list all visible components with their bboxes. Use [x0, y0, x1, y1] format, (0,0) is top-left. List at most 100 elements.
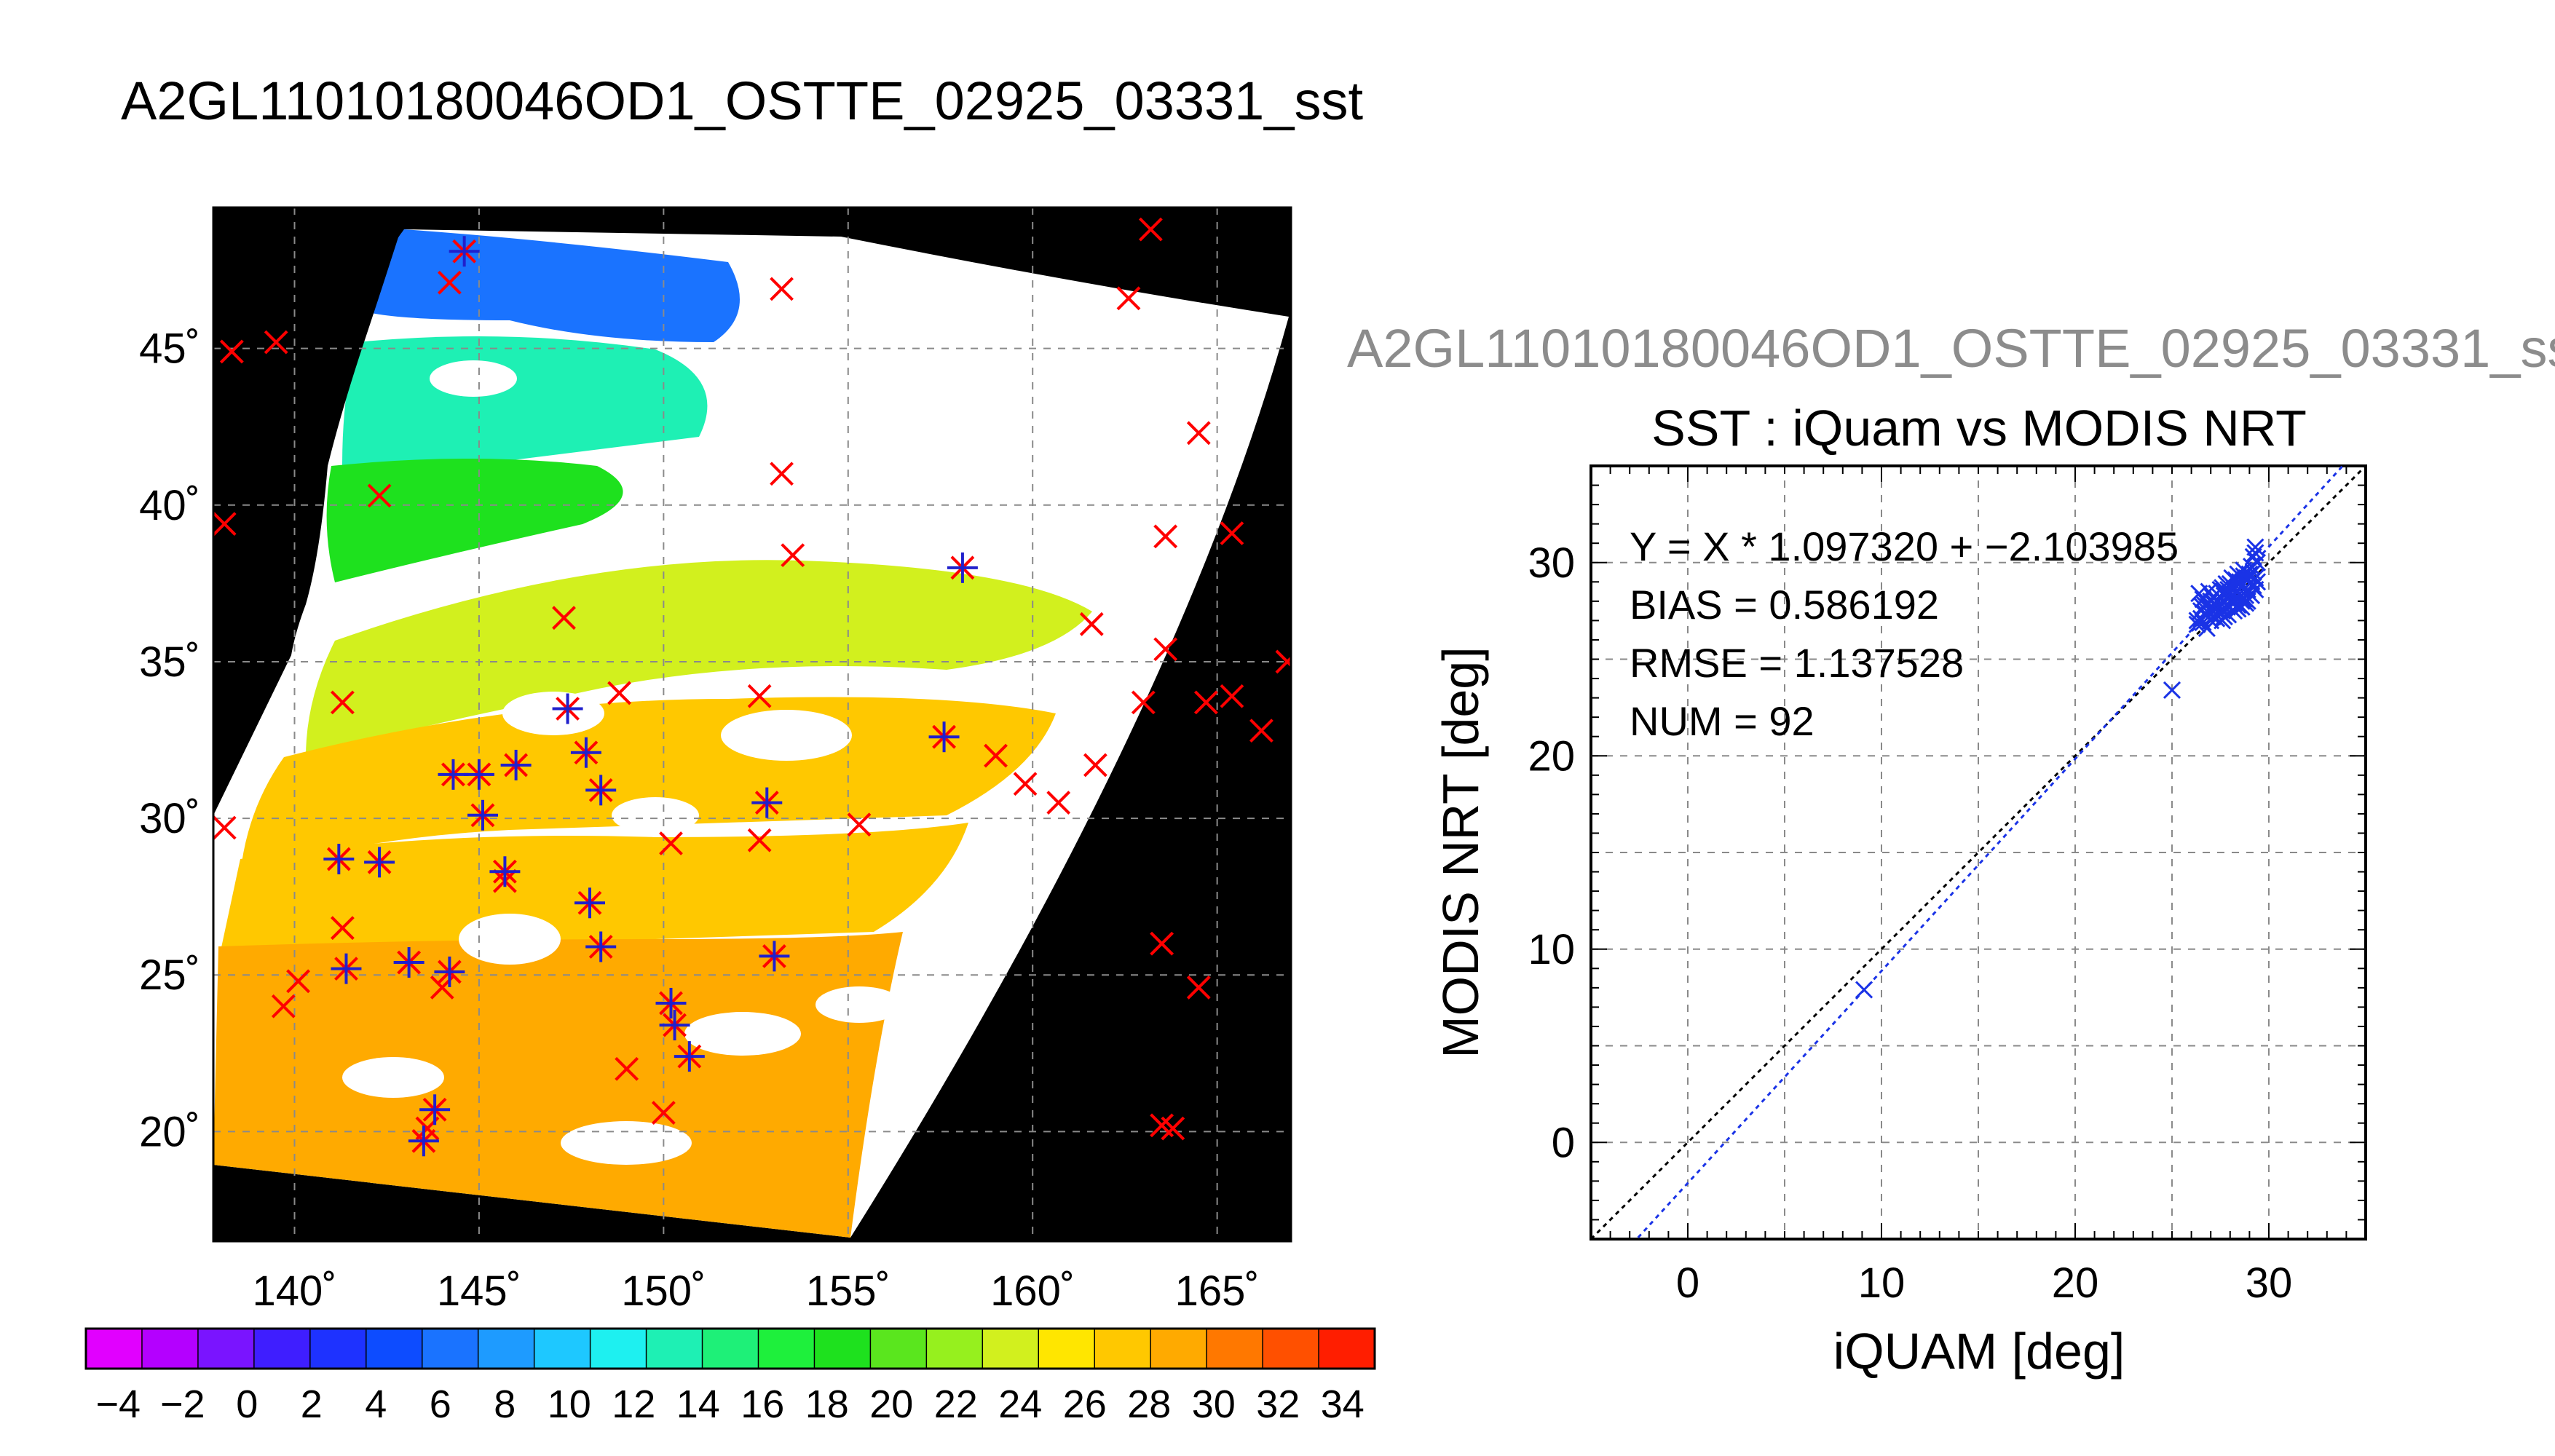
- modis-marker: [759, 941, 790, 972]
- map-lat-tick: 35˚: [139, 638, 200, 686]
- scatter-header: A2GL11010180046OD1_OSTTE_02925_03331_sst: [1347, 318, 2555, 379]
- iquam-marker: [1083, 753, 1107, 778]
- colorbar-swatch: [702, 1329, 759, 1369]
- colorbar-tick: 34: [1321, 1382, 1365, 1426]
- map-lat-tick: 20˚: [139, 1108, 200, 1155]
- scatter-point: [2227, 571, 2245, 589]
- colorbar-tick: 16: [741, 1382, 784, 1426]
- num-label: NUM = 92: [1630, 698, 1814, 744]
- scatter-point: [2244, 577, 2262, 595]
- scatter-grid: [1591, 466, 2366, 1239]
- sst-region-north-central: [342, 336, 708, 470]
- modis-marker: [364, 847, 395, 878]
- iquam-marker: [1138, 217, 1163, 242]
- map-axes: 140˚ 145˚ 150˚ 155˚ 160˚ 165˚ 45˚ 40˚ 35˚ 30˚ 25˚ 2…: [139, 325, 1260, 1315]
- scatter-point: [2229, 596, 2247, 614]
- colorbar-swatch: [309, 1329, 367, 1369]
- colorbar-swatch: [86, 1329, 143, 1369]
- iquam-marker: [286, 969, 310, 994]
- scatter-point: [2242, 573, 2261, 591]
- colorbar: −4 −2 0 2 4 6 8 10 12 14 16 18 20 22 24 26 28 30 32 34: [84, 1327, 1376, 1426]
- scatter-title: SST : iQuam vs MODIS NRT: [1651, 400, 2307, 456]
- iquam-marker: [271, 994, 296, 1018]
- modis-marker: [419, 1094, 451, 1125]
- colorbar-swatch: [366, 1329, 423, 1369]
- modis-marker: [552, 693, 583, 724]
- map-lon-tick: 155˚: [806, 1267, 891, 1315]
- colorbar-swatch: [478, 1329, 535, 1369]
- colorbar-swatch: [758, 1329, 816, 1369]
- sst-region-central: [240, 697, 1056, 874]
- colorbar-tick: 4: [365, 1382, 387, 1426]
- iquam-marker: [437, 270, 462, 295]
- colorbar-tick: 28: [1127, 1382, 1171, 1426]
- iquam-marker: [984, 743, 1008, 768]
- scatter-point: [2188, 612, 2206, 630]
- colorbar-tick: 14: [676, 1382, 720, 1426]
- colorbar-swatch: [141, 1329, 199, 1369]
- colorbar-tick: 22: [934, 1382, 978, 1426]
- iquam-marker: [781, 543, 805, 568]
- scatter-point: [2202, 600, 2220, 618]
- y-tick-label: 30: [1528, 539, 1575, 587]
- cloud-patch: [743, 444, 859, 488]
- iquam-marker: [552, 606, 576, 630]
- colorbar-tick: 6: [430, 1382, 451, 1426]
- modis-marker: [500, 749, 532, 780]
- modis-marker: [449, 236, 480, 267]
- iquam-marker: [1079, 612, 1104, 636]
- colorbar-swatch: [1038, 1329, 1095, 1369]
- iquam-marker: [330, 690, 355, 715]
- sst-region-south: [213, 932, 903, 1238]
- modis-marker: [323, 844, 355, 875]
- cloud-patch: [612, 797, 699, 834]
- modis-marker: [467, 799, 498, 831]
- modis-marker: [408, 1125, 439, 1157]
- scatter-point: [2248, 553, 2267, 571]
- cloud-patch: [502, 692, 604, 735]
- colorbar-swatch: [590, 1329, 647, 1369]
- iquam-marker: [330, 916, 355, 941]
- sst-map: 140˚ 145˚ 150˚ 155˚ 160˚ 165˚ 45˚ 40˚ 35˚ 30˚ 25˚ 2…: [139, 206, 1292, 1315]
- map-grid: [213, 207, 1291, 1241]
- iquam-marker: [1275, 649, 1291, 674]
- iquam-marker: [1046, 791, 1071, 815]
- colorbar-swatch: [253, 1329, 311, 1369]
- x-tick-label: 0: [1676, 1259, 1699, 1307]
- map-frame: [212, 206, 1292, 1243]
- colorbar-tick: 24: [998, 1382, 1042, 1426]
- x-axis-label: iQUAM [deg]: [1833, 1323, 2125, 1380]
- colorbar-tick: 0: [236, 1382, 258, 1426]
- modis-marker: [570, 737, 601, 768]
- iquam-marker: [770, 277, 794, 301]
- iquam-marker: [1194, 690, 1218, 715]
- y-axis-label: MODIS NRT [deg]: [1432, 646, 1489, 1058]
- map-lon-tick: 140˚: [252, 1267, 336, 1315]
- iquam-marker: [213, 815, 237, 840]
- y-tick-label: 10: [1528, 926, 1575, 973]
- scatter-point: [2163, 681, 2181, 700]
- cloud-patch: [721, 710, 852, 761]
- colorbar-tick: −4: [95, 1382, 141, 1426]
- modis-marker: [438, 759, 469, 790]
- iquam-marker: [1153, 637, 1178, 662]
- cloud-patch: [837, 495, 983, 553]
- colorbar-tick: 10: [548, 1382, 591, 1426]
- iquam-marker: [615, 1056, 639, 1081]
- modis-marker: [928, 721, 960, 753]
- modis-marker: [463, 759, 494, 790]
- scatter-annotations: Y = X * 1.097320 + −2.103985 BIAS = 0.58…: [1630, 523, 2179, 744]
- iquam-marker: [747, 828, 772, 852]
- colorbar-swatch: [1150, 1329, 1207, 1369]
- colorbar-swatch: [1319, 1329, 1375, 1369]
- colorbar-swatch: [814, 1329, 871, 1369]
- colorbar-tick: 2: [301, 1382, 323, 1426]
- colorbar-tick: 18: [805, 1382, 849, 1426]
- iquam-marker: [1150, 931, 1174, 956]
- x-tick-label: 20: [2052, 1259, 2099, 1307]
- map-lon-tick: 145˚: [437, 1267, 521, 1315]
- colorbar-tick: 12: [612, 1382, 655, 1426]
- map-lat-tick: 45˚: [139, 325, 200, 373]
- sst-region-central-band: [306, 560, 1092, 757]
